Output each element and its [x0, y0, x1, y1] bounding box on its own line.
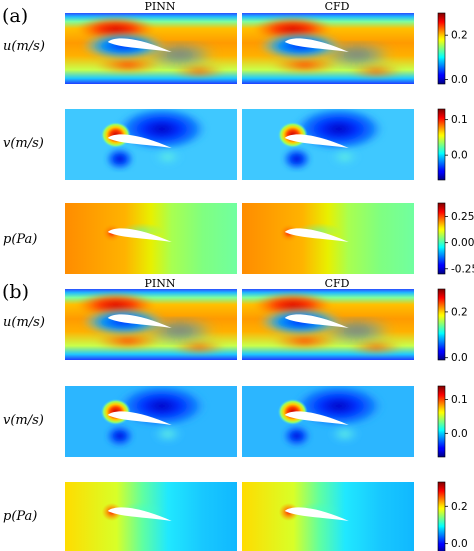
ylabel-a-u: u(m/s) [3, 39, 45, 54]
colorbar-tick-label: 0.2 [451, 306, 468, 318]
heatmap-a-v-cfd [242, 109, 414, 180]
col-title-pinn-b: PINN [145, 277, 176, 290]
heatmap-a-p-cfd [242, 203, 414, 274]
colorbar-a-u: 0.2 0.0 [437, 12, 468, 86]
colorbar-tick-label: 0.1 [451, 114, 468, 126]
ylabel-b-u: u(m/s) [3, 315, 45, 330]
colorbar-tick-label: -0.25 [451, 263, 474, 275]
panel-label-a: (a) [2, 5, 28, 27]
colorbar-tick-label: 0.2 [451, 501, 468, 513]
heatmap-a-v-pinn [65, 109, 237, 180]
colorbars: 0.20.00.10.00.250.00-0.250.20.00.10.00.2… [437, 12, 474, 551]
colorbar-a-v: 0.1 0.0 [437, 108, 468, 181]
col-title-pinn-a: PINN [145, 0, 176, 13]
ylabel-b-v: v(m/s) [3, 413, 44, 428]
ylabel-a-v: v(m/s) [3, 136, 44, 151]
colorbar-tick-label: 0.0 [451, 428, 468, 440]
heatmap-b-u-cfd [242, 289, 414, 360]
heatmap-a-p-pinn [65, 203, 237, 274]
colorbar-tick-label: 0.00 [451, 237, 474, 249]
colorbar-tick-label: 0.2 [451, 30, 468, 42]
heatmap-a-u-cfd [242, 13, 414, 84]
heatmap-b-v-pinn [65, 386, 237, 457]
colorbar-tick-label: 0.0 [451, 538, 468, 550]
heatmap-b-p-cfd [242, 482, 414, 551]
colorbar-tick-label: 0.0 [451, 150, 468, 162]
colorbar-tick-label: 0.25 [451, 211, 474, 223]
panel-label-b: (b) [2, 281, 29, 303]
col-title-cfd-b: CFD [325, 277, 350, 290]
heatmap-b-u-pinn [65, 289, 237, 360]
ylabel-a-p: p(Pa) [3, 232, 37, 247]
col-title-cfd-a: CFD [325, 0, 350, 13]
colorbar-a-p: 0.25 0.00 -0.25 [437, 202, 474, 275]
colorbar-tick-label: 0.0 [451, 352, 468, 364]
colorbar-tick-label: 0.1 [451, 394, 468, 406]
colorbar-tick-label: 0.0 [451, 74, 468, 86]
heatmap-a-u-pinn [65, 13, 237, 84]
heatmap-b-v-cfd [242, 386, 414, 457]
ylabel-b-p: p(Pa) [3, 509, 37, 524]
heatmap-b-p-pinn [65, 482, 237, 551]
colorbar-b-p: 0.2 0.0 [437, 481, 468, 551]
colorbar-b-u: 0.2 0.0 [437, 288, 468, 364]
colorbar-b-v: 0.1 0.0 [437, 385, 468, 458]
field-plots [65, 13, 414, 551]
